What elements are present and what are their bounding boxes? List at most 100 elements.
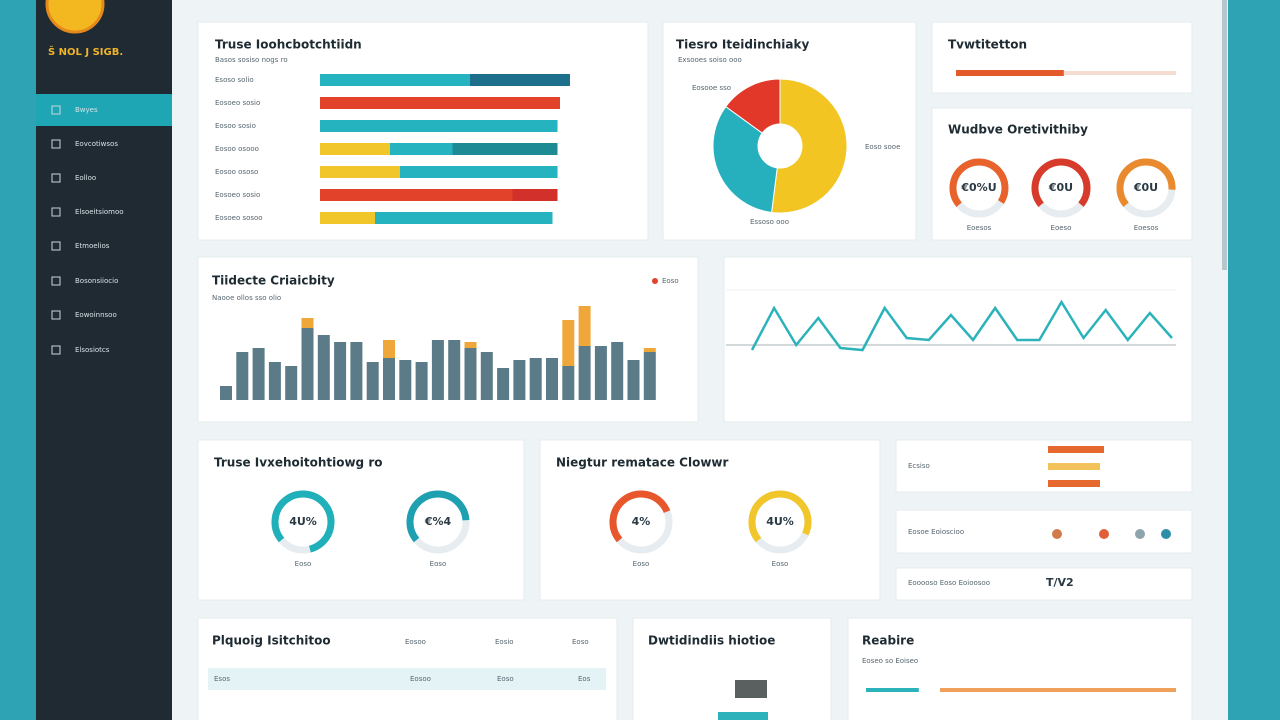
bar	[627, 360, 640, 400]
title: Tiesro Iteidinchiaky	[676, 38, 809, 52]
menu-item: Eolloo	[75, 174, 96, 182]
bar	[594, 346, 607, 400]
bar-segment	[320, 143, 390, 155]
menu-item: Bosonsiiocio	[75, 277, 118, 285]
row-label: Eosoo osooo	[215, 145, 259, 153]
bar	[399, 360, 412, 400]
bar	[350, 342, 363, 400]
title: Truse Ivxehoitohtiowg ro	[214, 456, 383, 470]
bar-segment	[320, 97, 560, 109]
title: Tvwtitetton	[948, 38, 1027, 52]
menu-active[interactable]	[36, 94, 172, 126]
bar	[578, 306, 591, 346]
bar	[317, 335, 330, 400]
donut-slice	[712, 105, 778, 214]
hist-block	[718, 712, 768, 720]
menu-icon[interactable]	[51, 173, 61, 183]
gauge-caption: Eoso	[772, 560, 789, 568]
bar-segment	[320, 74, 470, 86]
bar-segment	[320, 212, 375, 224]
bar	[1048, 480, 1100, 487]
menu-icon[interactable]	[51, 241, 61, 251]
bar	[643, 348, 656, 352]
bar	[415, 362, 428, 400]
gauge-arc	[406, 490, 470, 554]
brand: Š NOL J SIGB.	[48, 45, 123, 58]
title: Reabire	[862, 634, 914, 648]
row-label: Eosoeo sosio	[215, 99, 260, 107]
row-label: Eooooso Eoso Eoioosoo	[908, 579, 990, 587]
menu-icon[interactable]	[51, 105, 61, 115]
menu-icon[interactable]	[51, 310, 61, 320]
bar	[301, 328, 314, 400]
gauge-caption: Eoesos	[1134, 224, 1159, 232]
hist-block	[735, 680, 767, 698]
menu-icon[interactable]	[51, 207, 61, 217]
menu-item: Elsosiotcs	[75, 346, 110, 354]
donut-slice	[771, 78, 848, 214]
progress-bar	[940, 688, 1176, 692]
bar	[236, 352, 249, 400]
cell: Eosoo	[410, 675, 431, 683]
bar	[611, 342, 624, 400]
menu-icon[interactable]	[51, 345, 61, 355]
bar-segment	[512, 189, 558, 201]
bar	[513, 360, 526, 400]
bar	[1048, 463, 1100, 470]
legend: Eoso	[662, 277, 679, 285]
bar-segment	[452, 143, 558, 155]
slice-label: Eoso sooe	[865, 143, 900, 151]
bar	[383, 340, 395, 358]
bar	[285, 366, 298, 400]
bar	[301, 318, 314, 328]
subtitle: Exsooes soiso ooo	[678, 56, 742, 64]
icon	[1135, 529, 1145, 539]
gauge-caption: Eoso	[295, 560, 312, 568]
icon	[1161, 529, 1171, 539]
bar	[334, 342, 347, 400]
row-label: Eosoo ososo	[215, 168, 258, 176]
bar	[366, 362, 379, 400]
bar	[562, 320, 575, 366]
bar	[562, 366, 575, 400]
column-header: Eosoo	[405, 638, 426, 646]
logo	[45, 0, 105, 34]
gauge-value: 4U%	[289, 515, 317, 528]
slice-label: Essoso ooo	[750, 218, 789, 226]
progress-bar	[866, 688, 919, 692]
title: Niegtur rematace Clowwr	[556, 456, 729, 470]
cell: Eos	[578, 675, 591, 683]
line	[750, 299, 1173, 352]
slice-label: Eosooe sso	[692, 84, 731, 92]
column-header: Eoso	[572, 638, 589, 646]
bar	[268, 362, 281, 400]
bar	[464, 342, 477, 348]
bar-segment	[320, 120, 558, 132]
bar-segment	[375, 212, 553, 224]
bar	[431, 340, 444, 400]
bar	[643, 352, 656, 400]
row-label: Esoso solio	[215, 76, 254, 84]
gauge-caption: Eoeso	[1051, 224, 1072, 232]
bar	[546, 358, 558, 400]
bar-segment	[470, 74, 570, 86]
gauge-arc	[609, 490, 673, 554]
menu-item: Eovcotiwsos	[75, 140, 118, 148]
menu-icon[interactable]	[51, 276, 61, 286]
gauge-caption: Eoso	[430, 560, 447, 568]
bar	[448, 340, 461, 400]
gauge-value: €0U	[1048, 181, 1073, 194]
gauge-arc	[271, 490, 335, 554]
bar	[220, 386, 232, 400]
gauge-value: 4%	[632, 515, 651, 528]
bar	[497, 368, 510, 400]
scrollbar[interactable]	[1222, 0, 1227, 270]
row-label: Eosoeo sosoo	[215, 214, 263, 222]
gauge-value: 4U%	[766, 515, 794, 528]
title: Tiidecte Criaicbity	[212, 274, 335, 288]
title: Truse Ioohcbotchtiidn	[215, 38, 362, 52]
gauge-value: €0U	[1133, 181, 1158, 194]
subtitle: Naooe ollos sso olio	[212, 294, 281, 302]
menu-icon[interactable]	[51, 139, 61, 149]
